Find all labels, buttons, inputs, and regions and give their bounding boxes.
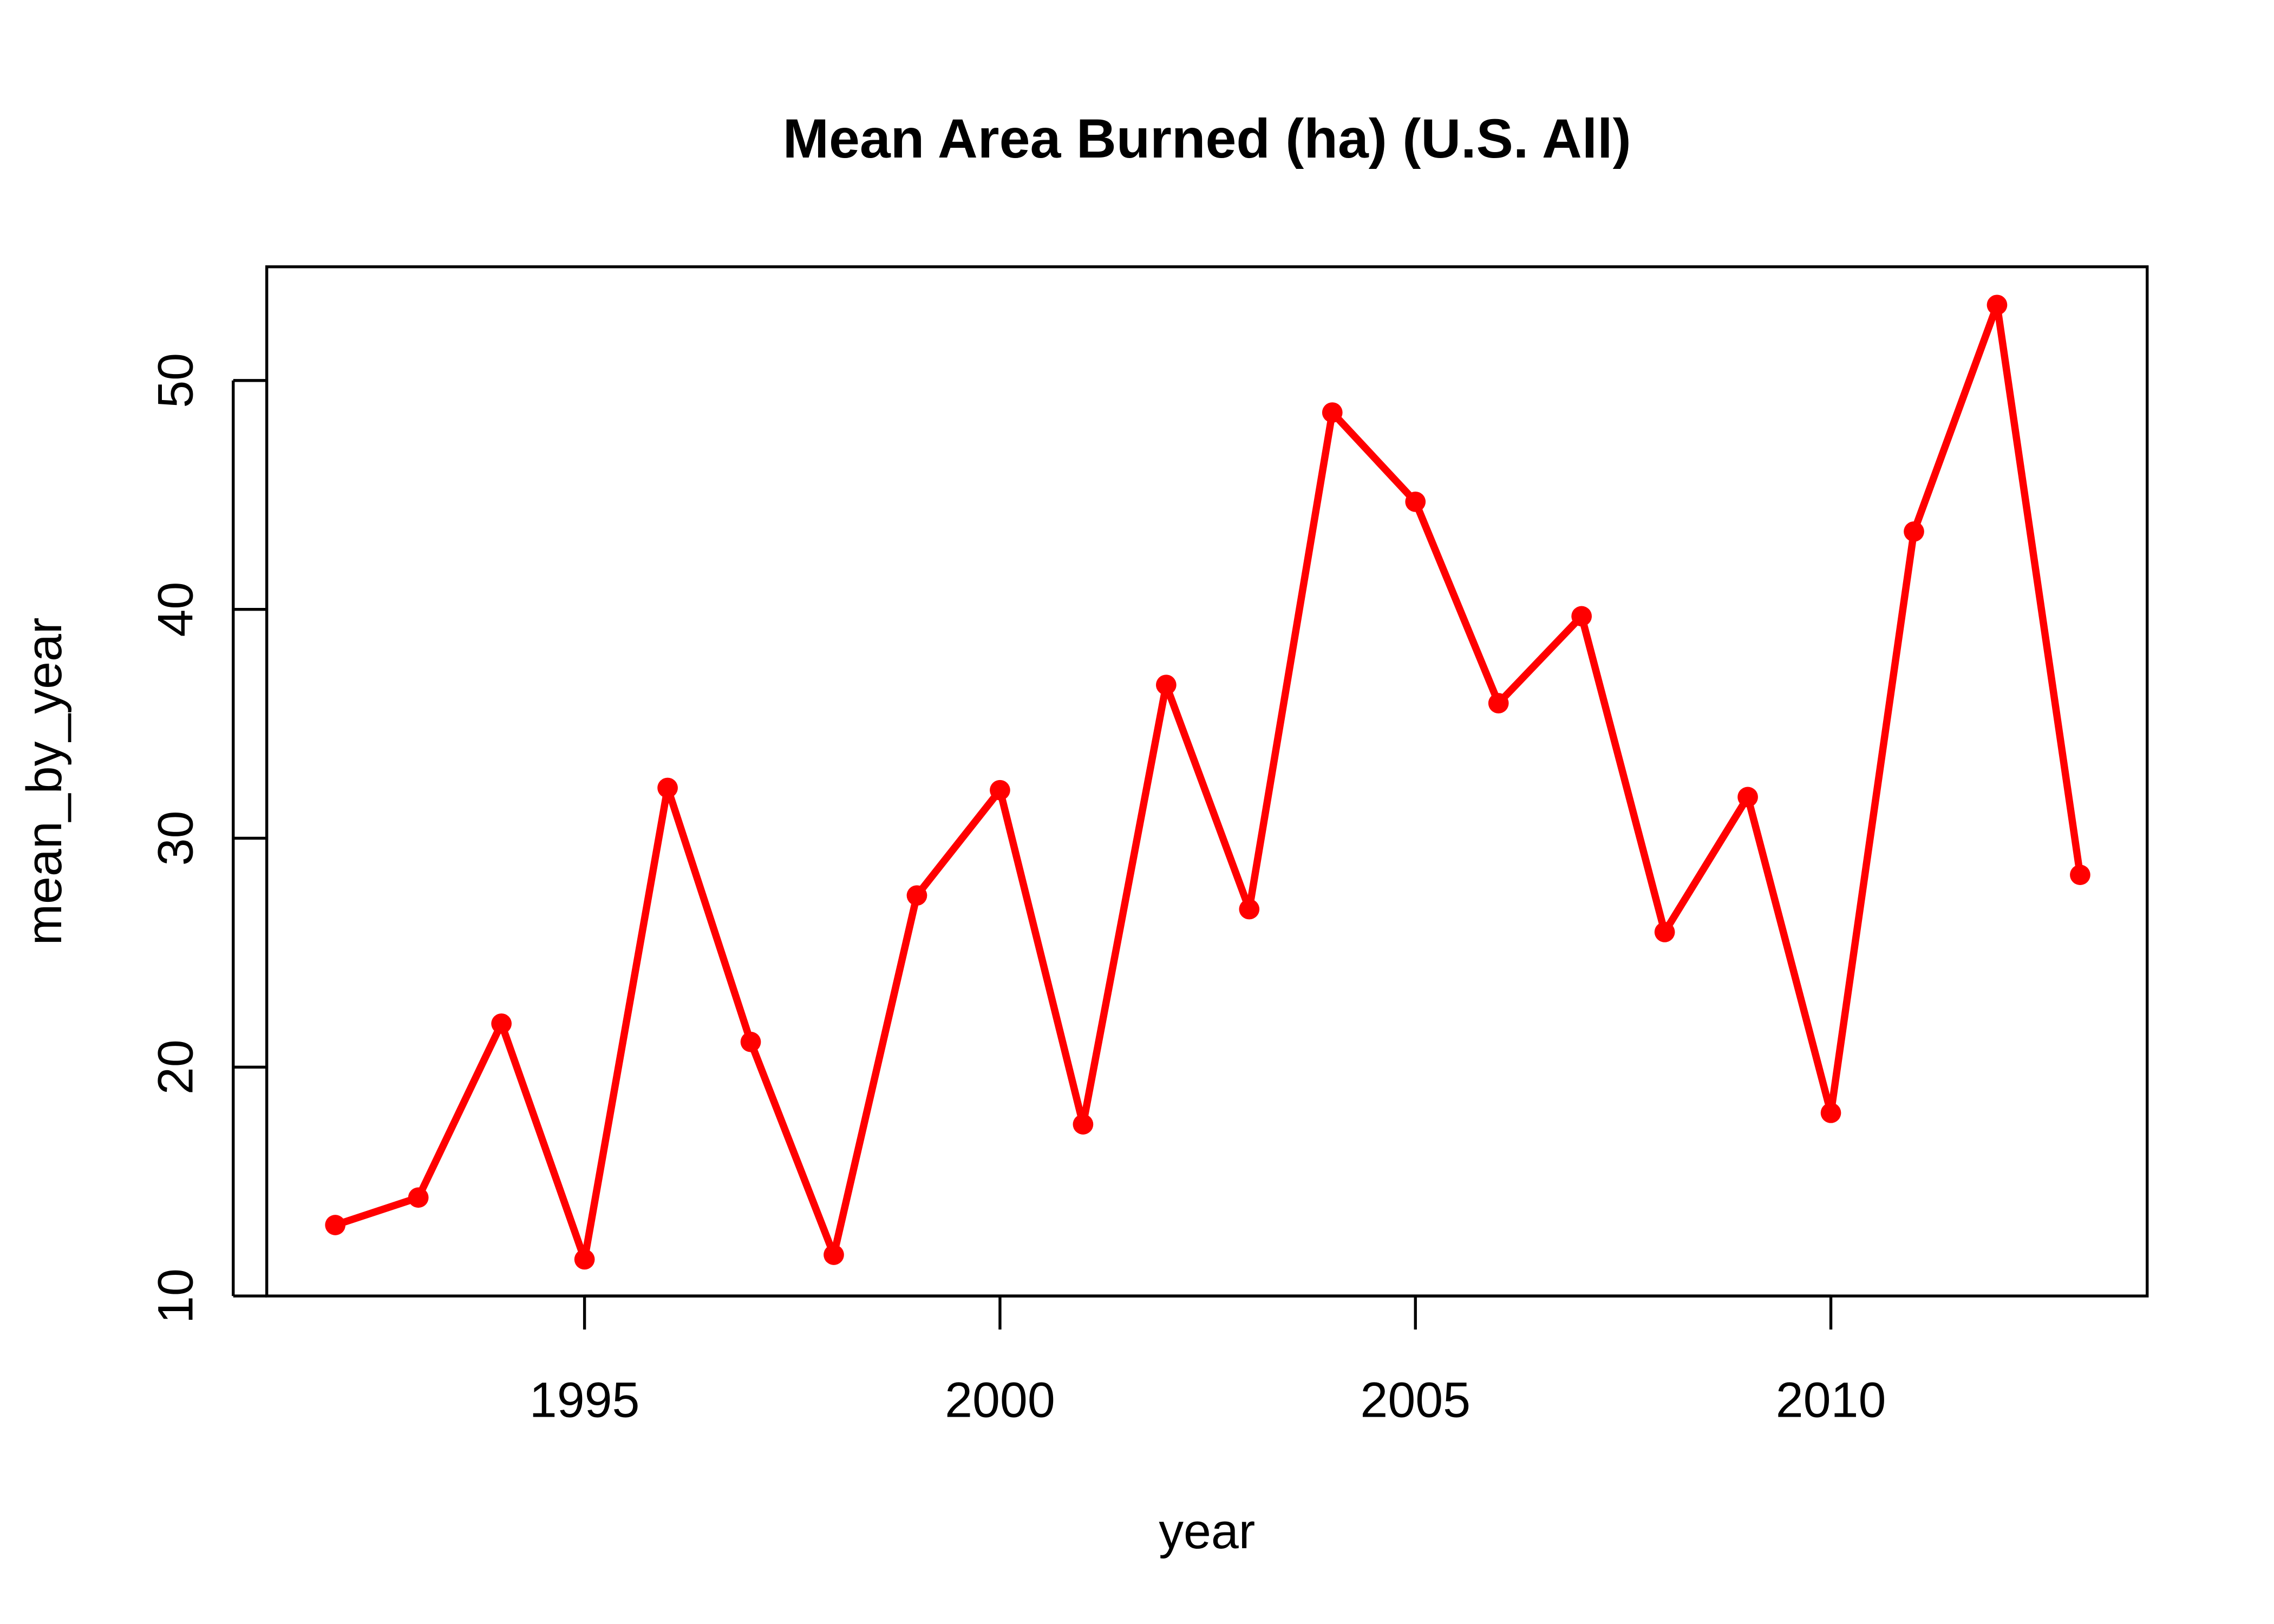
data-point-1993 <box>408 1187 429 1208</box>
series-group <box>325 294 2090 1270</box>
x-tick-label: 2005 <box>1360 1373 1471 1428</box>
y-axis: 10 20 30 40 50 <box>148 353 267 1324</box>
data-point-1995 <box>574 1249 595 1270</box>
y-tick-label: 50 <box>148 353 203 408</box>
data-point-2008 <box>1654 921 1675 942</box>
data-point-1996 <box>657 777 678 798</box>
series-line <box>334 301 2084 1263</box>
data-point-2012 <box>1987 294 2008 316</box>
data-point-2010 <box>1820 1102 1841 1123</box>
data-point-2011 <box>1904 521 1924 542</box>
plot-frame <box>265 265 2149 1298</box>
data-point-2004 <box>1322 402 1343 423</box>
x-axis: 1995 2000 2005 2010 <box>530 1294 1886 1428</box>
data-point-2002 <box>1156 675 1177 696</box>
y-tick-label: 30 <box>148 811 203 866</box>
y-tick-label: 10 <box>148 1268 203 1324</box>
data-point-1997 <box>740 1031 761 1052</box>
chart-title: Mean Area Burned (ha) (U.S. All) <box>783 107 1631 169</box>
x-axis-label: year <box>1159 1504 1255 1559</box>
data-point-1998 <box>824 1245 844 1265</box>
data-point-2007 <box>1571 606 1592 627</box>
data-point-1994 <box>491 1013 512 1034</box>
data-point-1992 <box>325 1215 346 1235</box>
data-point-2006 <box>1488 693 1509 713</box>
data-point-2001 <box>1073 1114 1094 1135</box>
data-point-2009 <box>1737 787 1758 808</box>
y-tick-label: 20 <box>148 1039 203 1095</box>
y-axis-label: mean_by_year <box>17 618 72 946</box>
y-tick-label: 40 <box>148 582 203 637</box>
data-point-2000 <box>990 780 1010 801</box>
x-tick-label: 2000 <box>945 1373 1055 1428</box>
data-point-2005 <box>1405 492 1426 512</box>
data-point-2003 <box>1239 899 1260 920</box>
data-point-1999 <box>906 885 927 906</box>
x-tick-label: 1995 <box>530 1373 640 1428</box>
x-tick-label: 2010 <box>1776 1373 1886 1428</box>
data-point-2013 <box>2070 865 2090 885</box>
